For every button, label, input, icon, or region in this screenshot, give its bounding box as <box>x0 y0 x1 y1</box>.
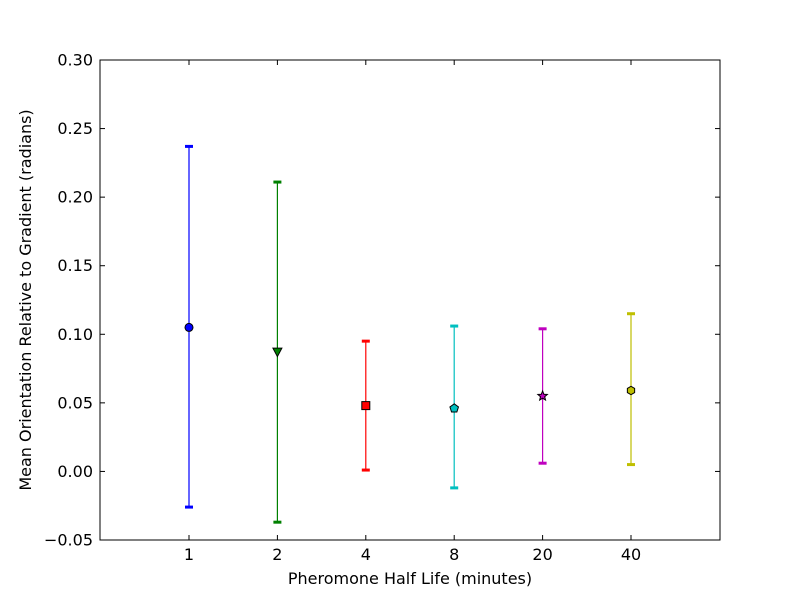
y-tick-label: 0.10 <box>57 325 93 344</box>
x-axis-label: Pheromone Half Life (minutes) <box>288 569 532 588</box>
y-tick-label: 0.00 <box>57 462 93 481</box>
x-tick-label: 4 <box>361 545 371 564</box>
x-tick-label: 20 <box>532 545 552 564</box>
data-point-8 <box>449 324 460 490</box>
y-tick-label: −0.05 <box>44 531 93 550</box>
marker-hexagon <box>626 385 636 396</box>
y-tick-label: 0.20 <box>57 188 93 207</box>
marker-pentagon <box>449 403 460 413</box>
y-tick-label: 0.05 <box>57 393 93 412</box>
marker-circle <box>184 322 194 332</box>
marker-square <box>361 401 371 411</box>
y-axis-label: Mean Orientation Relative to Gradient (r… <box>16 109 35 490</box>
x-tick-label: 2 <box>272 545 282 564</box>
y-tick-label: 0.25 <box>57 119 93 138</box>
data-point-40 <box>626 312 636 467</box>
y-tick-label: 0.15 <box>57 256 93 275</box>
x-tick-label: 1 <box>184 545 194 564</box>
x-tick-label: 40 <box>621 545 641 564</box>
x-tick-label: 8 <box>449 545 459 564</box>
data-point-20 <box>536 327 549 465</box>
axes: −0.05 0.00 0.05 0.10 0.15 0.20 0.25 0.30 1 2 4 8 20 4… <box>44 51 720 564</box>
data-point-1 <box>184 144 194 509</box>
y-tick-label: 0.30 <box>57 51 93 70</box>
data-point-4 <box>361 339 371 472</box>
plot-frame <box>99 59 721 541</box>
marker-star <box>536 389 549 402</box>
data-point-2 <box>272 180 283 524</box>
marker-triangle <box>272 347 283 358</box>
plot-area <box>184 144 636 524</box>
